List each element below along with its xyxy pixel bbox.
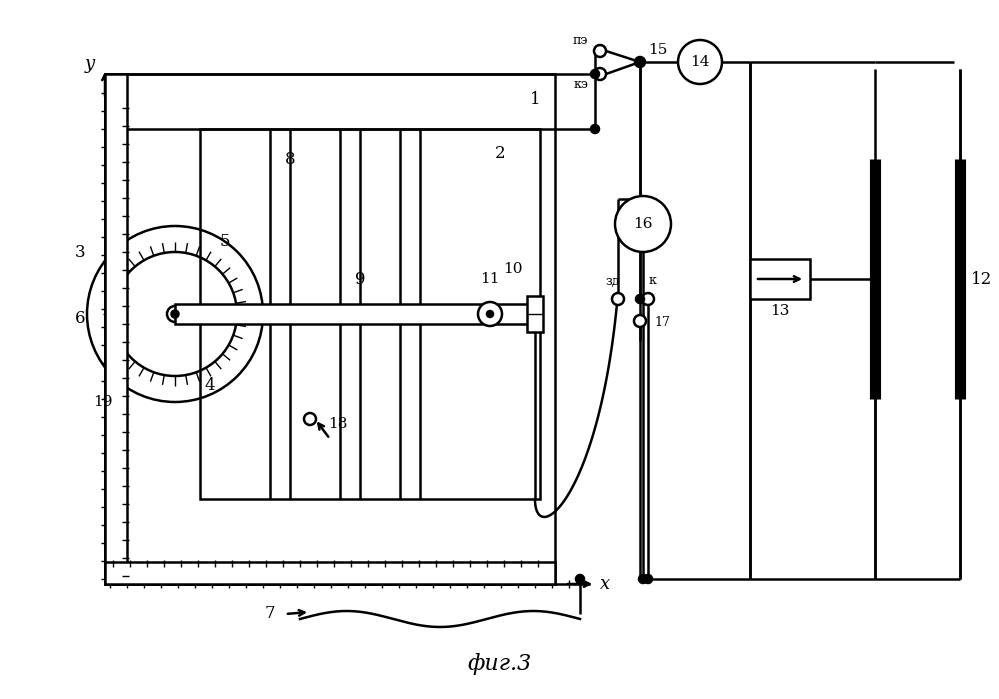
Circle shape bbox=[639, 575, 647, 583]
Text: 7: 7 bbox=[265, 605, 276, 623]
Circle shape bbox=[636, 295, 644, 303]
Text: 18: 18 bbox=[328, 417, 348, 431]
Bar bbox=[200, 129, 540, 499]
Bar bbox=[175, 304, 535, 324]
Text: 5: 5 bbox=[220, 233, 230, 250]
Circle shape bbox=[591, 125, 599, 133]
Text: кэ: кэ bbox=[573, 78, 588, 90]
Text: 3: 3 bbox=[75, 244, 85, 261]
Bar bbox=[105, 74, 555, 584]
Text: 17: 17 bbox=[654, 317, 670, 329]
Circle shape bbox=[167, 306, 183, 322]
Text: 9: 9 bbox=[355, 271, 366, 287]
Text: пэ: пэ bbox=[572, 34, 588, 48]
Text: 16: 16 bbox=[633, 217, 652, 231]
Text: 6: 6 bbox=[75, 310, 85, 327]
Circle shape bbox=[871, 275, 879, 283]
Circle shape bbox=[635, 57, 645, 67]
Circle shape bbox=[594, 45, 606, 57]
Text: 1: 1 bbox=[529, 90, 540, 108]
Bar bbox=[105, 74, 127, 584]
Circle shape bbox=[594, 68, 606, 80]
Text: 11: 11 bbox=[481, 272, 500, 286]
Circle shape bbox=[634, 315, 646, 327]
Circle shape bbox=[615, 196, 671, 252]
Text: 8: 8 bbox=[285, 150, 296, 168]
Text: фиг.3: фиг.3 bbox=[468, 653, 532, 675]
Text: 19: 19 bbox=[93, 395, 113, 409]
Circle shape bbox=[304, 413, 316, 425]
Circle shape bbox=[642, 293, 654, 305]
Circle shape bbox=[678, 40, 722, 84]
Circle shape bbox=[172, 310, 179, 317]
Text: x: x bbox=[600, 575, 610, 593]
Text: 2: 2 bbox=[495, 145, 505, 162]
Circle shape bbox=[487, 311, 493, 317]
Bar bbox=[750, 259, 810, 299]
Text: 13: 13 bbox=[770, 304, 789, 318]
Circle shape bbox=[612, 293, 624, 305]
Text: 15: 15 bbox=[648, 43, 667, 57]
Text: 12: 12 bbox=[971, 271, 993, 287]
Text: y: y bbox=[85, 55, 95, 73]
Bar bbox=[105, 562, 555, 584]
Text: 10: 10 bbox=[503, 262, 522, 276]
Circle shape bbox=[576, 575, 584, 583]
Text: зд: зд bbox=[605, 275, 620, 287]
Circle shape bbox=[591, 70, 599, 78]
Text: к: к bbox=[648, 275, 656, 287]
Circle shape bbox=[644, 575, 652, 583]
Circle shape bbox=[478, 302, 502, 326]
Text: 4: 4 bbox=[205, 377, 216, 394]
Bar bbox=[527, 296, 543, 332]
Text: 14: 14 bbox=[690, 55, 709, 69]
